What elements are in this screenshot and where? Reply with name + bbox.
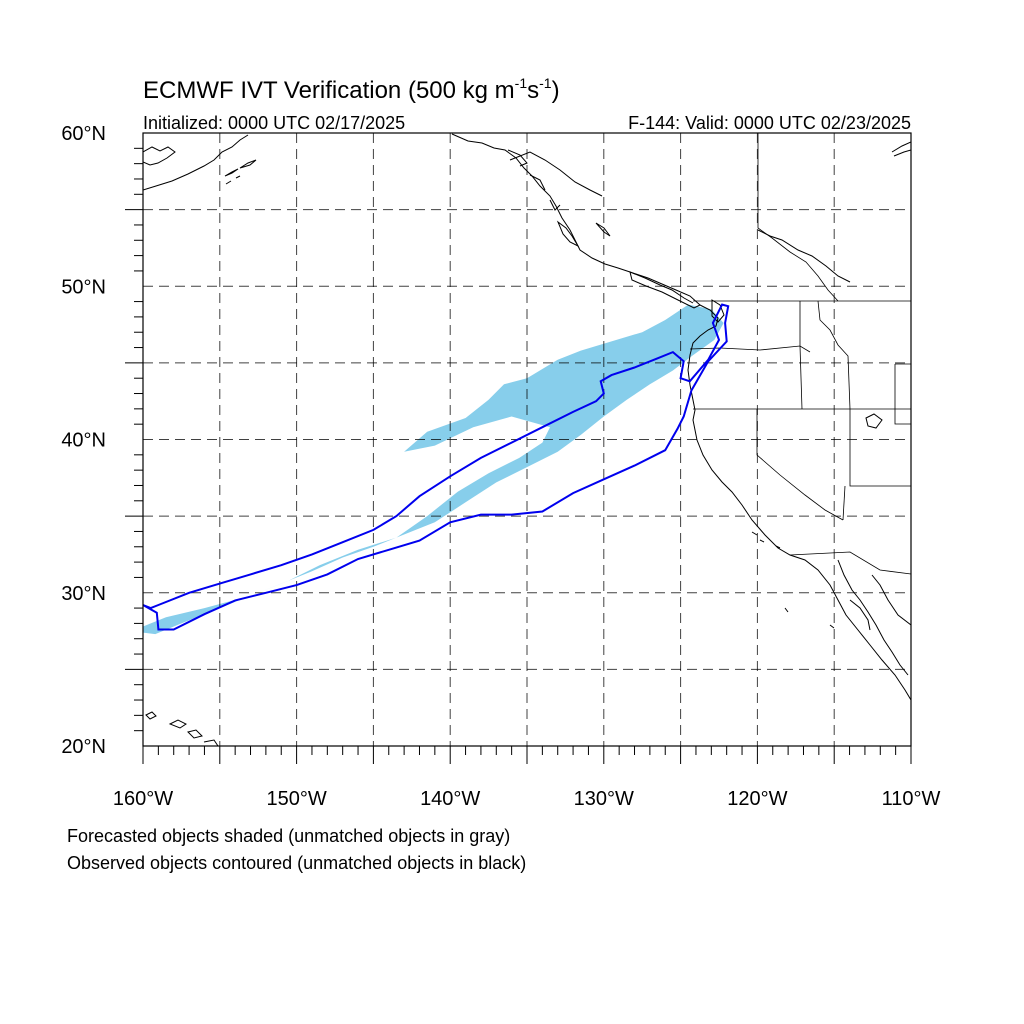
lat-tick-label: 40°N <box>61 430 106 452</box>
observed-object-contour <box>143 303 730 631</box>
valid-time-label: F-144: Valid: 0000 UTC 02/23/2025 <box>628 113 911 133</box>
lon-tick-label: 110°W <box>882 788 941 810</box>
init-time-label: Initialized: 0000 UTC 02/17/2025 <box>143 113 405 133</box>
lat-tick-label: 50°N <box>61 276 106 298</box>
forecast-object-shaded <box>143 304 724 635</box>
plot-area <box>143 133 911 746</box>
lon-tick-label: 120°W <box>727 788 787 810</box>
lon-tick-label: 130°W <box>574 788 634 810</box>
lon-tick-label: 150°W <box>266 788 326 810</box>
latitude-labels: 20°N 30°N 40°N 50°N 60°N <box>61 123 106 758</box>
coastline-layer <box>143 133 911 746</box>
lat-tick-label: 20°N <box>61 736 106 758</box>
lat-lon-grid <box>143 133 911 746</box>
political-borders-layer <box>689 133 911 575</box>
axis-ticks <box>125 147 912 764</box>
lon-tick-label: 160°W <box>113 788 173 810</box>
observed-legend-note: Observed objects contoured (unmatched ob… <box>67 853 526 873</box>
longitude-labels: 160°W 150°W 140°W 130°W 120°W 110°W <box>113 788 941 810</box>
lat-tick-label: 30°N <box>61 583 106 605</box>
map-title: ECMWF IVT Verification (500 kg m-1s-1) <box>143 75 560 104</box>
lon-tick-label: 140°W <box>420 788 480 810</box>
lat-tick-label: 60°N <box>61 123 106 145</box>
forecast-legend-note: Forecasted objects shaded (unmatched obj… <box>67 826 510 846</box>
